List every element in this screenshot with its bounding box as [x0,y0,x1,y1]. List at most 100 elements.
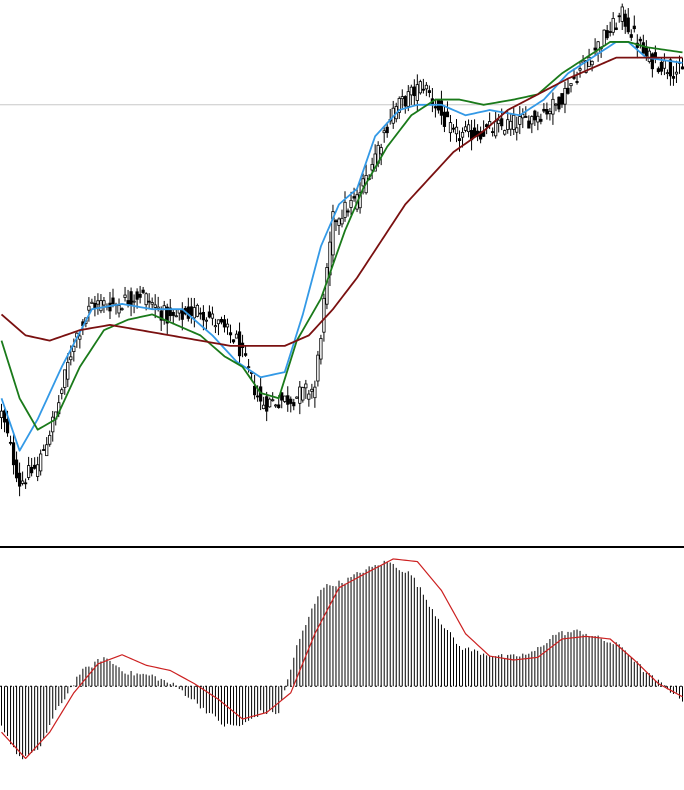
candle [216,319,221,336]
candle [171,308,175,325]
candle [207,305,212,319]
candle [385,122,389,138]
candle [286,386,290,412]
candle [129,287,133,317]
ema-slow-line [0,56,683,347]
candle [482,120,486,137]
candle [307,389,311,407]
candle [262,396,266,410]
candle [123,286,127,302]
candle [8,435,13,446]
candle [638,36,642,49]
candle [135,288,139,309]
candle [268,397,272,408]
candle [36,456,40,482]
candle [674,60,679,84]
candle [515,116,519,141]
candle [647,47,651,64]
candle [400,89,404,109]
candle [60,387,64,400]
candle [379,143,383,166]
candle [222,314,227,333]
candle [313,380,317,408]
candle [539,113,543,125]
candle [349,191,353,216]
candle [518,106,522,135]
candle [448,114,453,142]
candle [289,396,293,413]
candle [635,34,639,59]
candle [427,85,431,98]
candle [0,403,4,430]
candle [557,96,561,113]
candle [153,294,157,319]
candle [662,53,667,76]
candle [566,77,570,95]
candle [189,297,193,324]
candle [521,108,525,129]
candle [174,309,178,318]
candle [253,374,257,400]
candle [614,22,618,31]
candle [33,457,37,470]
candle [551,92,555,125]
candle [491,127,495,137]
candle [415,74,419,113]
candle [463,120,468,133]
candle [48,430,52,447]
candle [234,330,239,339]
candle [150,297,154,310]
candle [177,308,181,321]
candle [460,127,465,148]
candle [340,209,344,228]
candle [512,108,516,136]
candle [304,379,308,399]
candle [494,111,498,139]
candle [578,60,582,78]
candle [388,109,392,125]
candle [20,471,25,486]
candle [228,324,233,344]
candle [42,444,46,451]
candle [469,119,474,151]
candle [204,317,209,330]
candle [265,391,269,422]
candle [433,98,438,118]
candle [442,106,447,133]
candle [96,293,100,315]
candle [509,112,513,136]
candle [310,383,314,399]
oscillator-panel [0,558,684,760]
candle [587,48,591,67]
candle [243,345,248,357]
candle [506,111,510,134]
candle [51,410,55,442]
candle [542,103,546,114]
candle [11,432,16,475]
candle [192,297,196,328]
candle [454,119,459,143]
candle [283,395,287,404]
candle [138,285,142,304]
candle [665,69,670,80]
candle [527,115,531,129]
candle [195,303,199,318]
candle [90,298,94,304]
candle [30,457,34,477]
candle [39,449,43,476]
candle [412,79,416,106]
candle [671,66,676,86]
candle [99,294,103,314]
ema-fast-line [0,41,683,452]
candle [17,462,22,497]
candle [87,297,91,322]
candle [554,102,558,112]
candle [343,191,347,222]
candle [141,286,145,295]
candle [403,95,407,114]
candle [165,303,169,335]
candle [147,293,151,310]
candle [180,302,184,331]
candle [219,316,224,325]
